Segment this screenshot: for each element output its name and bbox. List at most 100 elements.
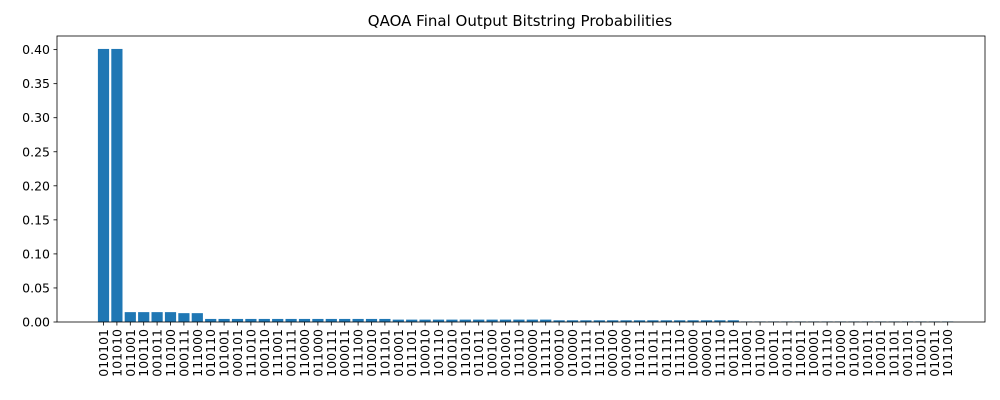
x-tick-label: 010001 [391, 329, 406, 377]
x-tick-label: 110010 [913, 329, 928, 377]
bars-group [97, 48, 954, 322]
bar-000011 [339, 318, 351, 322]
x-tick-label: 100010 [418, 329, 433, 377]
y-tick-label: 0.40 [22, 42, 50, 57]
x-tick-label: 010100 [846, 329, 861, 377]
y-tick-label: 0.25 [22, 144, 50, 159]
bar-111111 [540, 319, 552, 322]
bar-110100 [164, 312, 177, 322]
bar-101111 [580, 320, 592, 322]
x-tick-label: 011100 [753, 329, 768, 377]
x-tick-label: 001011 [150, 329, 165, 377]
x-tick-label: 110101 [458, 329, 473, 377]
bar-111011 [647, 320, 659, 322]
bar-100110 [138, 312, 150, 322]
bar-111101 [593, 320, 605, 322]
bar-000001 [700, 320, 713, 322]
x-tick-label: 101001 [217, 329, 232, 377]
bar-111000 [191, 313, 203, 322]
x-tick-label: 000011 [337, 329, 352, 377]
bar-000010 [553, 320, 565, 322]
x-tick-label: 100111 [324, 329, 339, 377]
x-tick-label: 101111 [578, 329, 593, 377]
bar-111110 [674, 320, 686, 322]
x-tick-label: 001101 [900, 329, 915, 377]
bar-010010 [365, 318, 378, 322]
x-tick-label: 111011 [645, 329, 660, 377]
bar-110101 [459, 319, 471, 322]
bar-010110 [205, 318, 217, 322]
x-tick-label: 110001 [739, 329, 754, 377]
bar-110111 [633, 320, 646, 322]
x-tick-label: 000100 [605, 329, 620, 377]
bar-011000 [312, 318, 324, 322]
x-tick-label: 010110 [203, 329, 218, 377]
y-axis: 0.00 0.05 0.10 0.15 0.20 0.25 0.30 0.35 0.40 [22, 42, 57, 330]
x-tick-label: 111001 [270, 329, 285, 377]
x-tick-label: 111000 [190, 329, 205, 377]
x-tick-label: 101101 [887, 329, 902, 377]
bar-101110 [432, 319, 445, 322]
x-tick-label: 000110 [257, 329, 272, 377]
x-tick-label: 100110 [136, 329, 151, 377]
bar-010000 [566, 320, 579, 322]
x-tick-label: 110110 [511, 329, 526, 377]
x-tick-label: 101101 [377, 329, 392, 377]
x-tick-label: 101010 [109, 329, 124, 377]
x-tick-label: 001000 [619, 329, 634, 377]
x-tick-label: 101011 [860, 329, 875, 377]
bar-011101 [406, 319, 418, 322]
y-tick-label: 0.30 [22, 110, 50, 125]
bar-111001 [272, 318, 284, 322]
bar-011111 [660, 320, 672, 322]
bar-000101 [231, 318, 244, 322]
x-tick-label: 010010 [364, 329, 379, 377]
x-tick-label: 111101 [592, 329, 607, 377]
bar-100100 [486, 319, 498, 322]
bar-100010 [419, 319, 431, 322]
x-tick-label: 101110 [431, 329, 446, 377]
bar-100111 [325, 318, 337, 322]
y-tick-label: 0.00 [22, 315, 50, 330]
bar-010101 [97, 48, 110, 322]
x-tick-label: 001111 [284, 329, 299, 377]
x-tick-label: 111110 [672, 329, 687, 377]
bar-001011 [151, 312, 163, 322]
bar-001000 [620, 320, 632, 322]
x-tick-label: 110100 [163, 329, 178, 377]
x-tick-label: 111010 [243, 329, 258, 377]
x-tick-label: 010000 [565, 329, 580, 377]
x-tick-label: 000111 [176, 329, 191, 377]
x-tick-label: 101000 [833, 329, 848, 377]
x-tick-label: 111110 [712, 329, 727, 377]
bar-011011 [473, 319, 485, 322]
x-tick-label: 010111 [779, 329, 794, 377]
x-tick-label: 100100 [485, 329, 500, 377]
bar-001111 [285, 318, 297, 322]
plot-frame [56, 35, 986, 323]
x-tick-label: 011000 [310, 329, 325, 377]
bar-110000 [298, 318, 311, 322]
x-tick-label: 011110 [820, 329, 835, 377]
x-tick-label: 000101 [230, 329, 245, 377]
bar-001001 [499, 319, 512, 322]
x-tick-label: 010011 [927, 329, 942, 377]
x-tick-label: 100001 [806, 329, 821, 377]
x-tick-label: 110011 [793, 329, 808, 377]
x-tick-label: 001010 [444, 329, 459, 377]
x-tick-label: 111100 [351, 329, 366, 377]
x-tick-label: 110111 [632, 329, 647, 377]
x-tick-label: 100011 [766, 329, 781, 377]
x-tick-label: 001110 [726, 329, 741, 377]
y-tick-label: 0.10 [22, 246, 50, 261]
x-tick-label: 110000 [297, 329, 312, 377]
y-tick-label: 0.05 [22, 280, 50, 295]
bar-101101 [379, 318, 391, 322]
bar-111110 [714, 320, 726, 322]
x-tick-label: 000010 [552, 329, 567, 377]
y-tick-label: 0.20 [22, 178, 50, 193]
x-tick-label: 011011 [471, 329, 486, 377]
bar-010001 [392, 319, 404, 322]
bar-101001 [218, 318, 230, 322]
